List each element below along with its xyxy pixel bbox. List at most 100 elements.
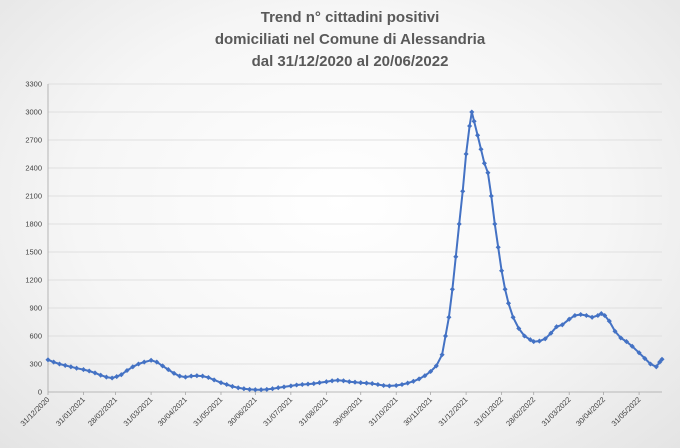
data-point (252, 387, 258, 393)
x-tick-label: 31/08/2021 (297, 395, 330, 428)
y-tick-label: 2700 (25, 136, 42, 145)
data-point (442, 333, 449, 339)
x-tick-label: 28/02/2021 (86, 395, 119, 428)
y-tick-label: 3300 (25, 80, 42, 89)
data-point (386, 383, 392, 389)
data-point (211, 377, 217, 383)
y-tick-label: 900 (29, 304, 42, 313)
data-point (194, 373, 200, 379)
data-point (460, 188, 466, 194)
data-point (612, 328, 618, 334)
data-point (505, 300, 512, 306)
data-point (68, 364, 74, 370)
x-tick-label: 31/03/2021 (122, 395, 155, 428)
x-tick-label: 28/02/2022 (504, 395, 537, 428)
data-point (618, 335, 624, 341)
data-point (141, 359, 147, 365)
series-layer (45, 109, 665, 393)
data-point (453, 254, 459, 260)
data-point (488, 193, 494, 199)
data-point (311, 381, 317, 387)
data-point (375, 381, 381, 388)
data-point (548, 330, 554, 336)
data-point (188, 373, 194, 379)
gridlines (47, 83, 662, 393)
y-tick-label: 0 (38, 388, 42, 397)
data-point (335, 377, 341, 383)
data-point (475, 132, 481, 138)
data-point (171, 370, 177, 376)
data-point (269, 386, 276, 392)
data-point (559, 322, 565, 328)
data-point (642, 355, 648, 361)
data-point (294, 382, 300, 388)
data-point (502, 286, 508, 292)
data-point (288, 383, 294, 389)
x-axis-ticks: 31/12/2020 31/01/2021 28/02/2021 31/03/2021… (19, 392, 643, 428)
y-tick-label: 1500 (25, 248, 42, 257)
data-point (521, 333, 528, 339)
y-tick-label: 1200 (25, 276, 42, 285)
data-point (235, 385, 241, 391)
x-tick-label: 31/05/2021 (191, 395, 224, 428)
data-point (340, 378, 347, 384)
data-point (56, 361, 63, 367)
data-point (485, 170, 491, 176)
y-axis-ticks: 0 300 600 900 1200 1500 1800 2100 2400 2700 3000 33… (25, 80, 42, 397)
data-point (103, 374, 109, 380)
data-point (381, 382, 387, 389)
data-point (247, 386, 253, 392)
data-point (636, 350, 642, 356)
data-point (165, 367, 171, 373)
title-line-1: Trend n° cittadini positivi (261, 9, 440, 26)
data-point (446, 314, 452, 320)
data-point (428, 368, 434, 375)
data-point (405, 380, 411, 386)
data-point (589, 314, 595, 320)
data-point (264, 386, 270, 392)
data-point (200, 373, 206, 379)
y-tick-label: 3000 (25, 108, 42, 117)
data-point (449, 286, 455, 292)
data-point (467, 123, 473, 129)
data-point (469, 109, 475, 115)
data-point (629, 343, 635, 349)
data-point (659, 356, 665, 362)
data-point (62, 362, 68, 368)
data-point (433, 363, 439, 369)
data-point (258, 387, 264, 393)
data-point (160, 363, 166, 369)
data-point (323, 379, 329, 385)
data-point (118, 372, 124, 378)
data-point (536, 338, 542, 344)
data-point (224, 381, 230, 388)
x-tick-label: 31/01/2022 (472, 395, 505, 428)
data-point (471, 118, 477, 124)
x-tick-label: 31/07/2021 (261, 395, 294, 428)
data-point (51, 359, 57, 365)
x-tick-label: 30/06/2021 (226, 395, 259, 428)
data-point (154, 359, 160, 365)
data-point (329, 378, 335, 384)
data-point (481, 160, 487, 166)
data-point (346, 379, 352, 385)
data-point (135, 361, 142, 367)
data-point (305, 381, 311, 387)
data-point (495, 244, 501, 250)
title-line-2: domiciliati nel Comune di Alessandria (215, 31, 486, 48)
y-tick-label: 2100 (25, 192, 42, 201)
data-point (229, 383, 235, 389)
y-tick-label: 1800 (25, 220, 42, 229)
x-tick-label: 30/04/2021 (156, 395, 189, 428)
data-point (299, 381, 305, 388)
y-tick-label: 300 (29, 360, 42, 369)
data-point (182, 374, 189, 380)
data-point (80, 367, 87, 373)
data-point (478, 146, 484, 152)
data-point (130, 364, 136, 370)
x-tick-label: 31/05/2022 (610, 395, 643, 428)
data-point (369, 381, 375, 387)
data-point (358, 380, 364, 386)
x-tick-label: 30/04/2022 (574, 395, 607, 428)
